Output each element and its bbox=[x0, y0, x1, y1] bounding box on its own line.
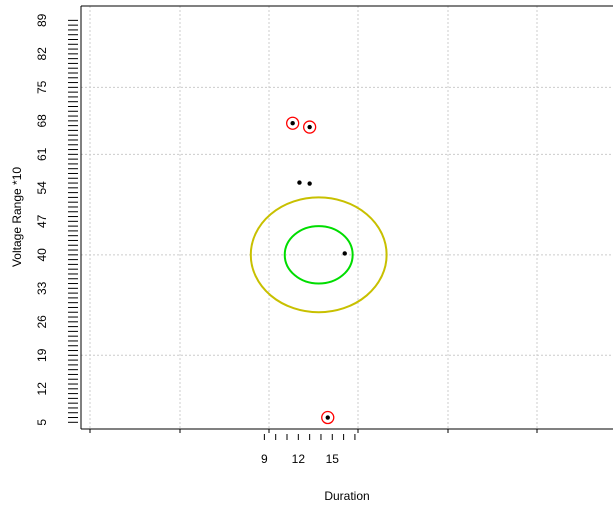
ellipses bbox=[249, 196, 388, 314]
y-tick-label: 68 bbox=[35, 114, 49, 128]
y-axis-title: Voltage Range *10 bbox=[10, 167, 24, 267]
data-point bbox=[307, 181, 312, 186]
ellipse-outer bbox=[249, 196, 388, 314]
y-tick-label: 54 bbox=[35, 181, 49, 195]
data-points bbox=[286, 116, 347, 425]
ellipse-inner bbox=[283, 225, 354, 285]
x-axis-title: Duration bbox=[324, 489, 369, 503]
y-tick-label: 82 bbox=[35, 47, 49, 61]
y-tick-label: 12 bbox=[35, 382, 49, 396]
x-tick-label: 12 bbox=[292, 452, 306, 466]
y-tick-label: 89 bbox=[35, 13, 49, 27]
rug-marks bbox=[68, 19, 538, 440]
outlier-ring bbox=[302, 120, 317, 134]
x-tick-label: 9 bbox=[261, 452, 268, 466]
outlier-point bbox=[290, 121, 295, 126]
y-tick-label: 33 bbox=[35, 281, 49, 295]
y-tick-label: 75 bbox=[35, 80, 49, 94]
axes bbox=[80, 5, 613, 430]
y-tick-label: 40 bbox=[35, 248, 49, 262]
x-tick-label: 15 bbox=[326, 452, 340, 466]
y-tick-label: 5 bbox=[35, 419, 49, 426]
y-tick-label: 19 bbox=[35, 348, 49, 362]
outlier-point bbox=[307, 124, 312, 130]
y-tick-label: 26 bbox=[35, 315, 49, 329]
outlier-ring bbox=[286, 116, 300, 130]
outlier-point bbox=[325, 415, 330, 420]
data-point bbox=[297, 180, 302, 185]
grid-lines bbox=[81, 6, 613, 429]
tick-labels: 9 12 15 5 12 19 26 33 40 47 54 61 68 75 82 89 bbox=[35, 13, 339, 466]
y-tick-label: 61 bbox=[35, 147, 49, 161]
outlier-ring bbox=[321, 410, 335, 425]
y-tick-label: 47 bbox=[35, 214, 49, 228]
data-point bbox=[342, 251, 347, 256]
